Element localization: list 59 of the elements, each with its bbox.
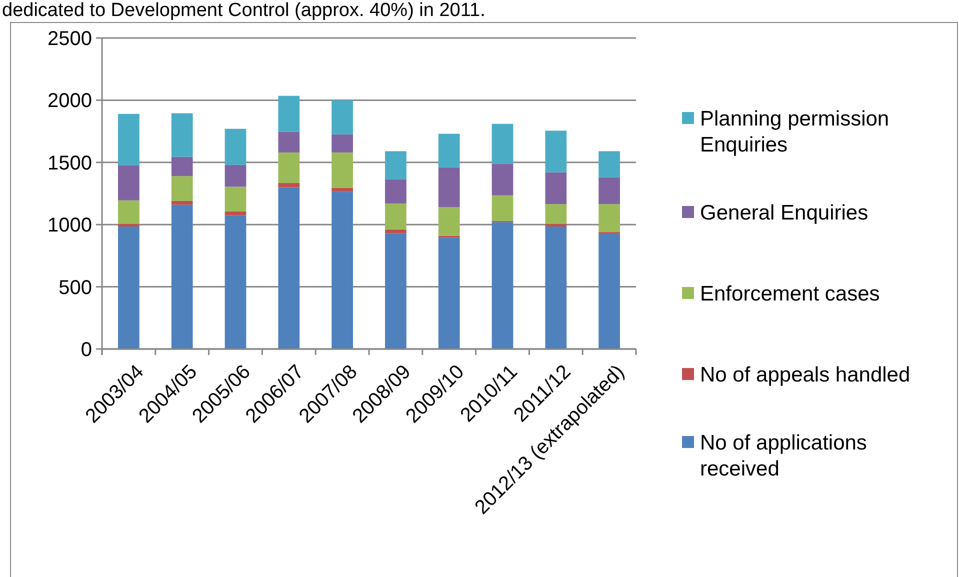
bar <box>598 177 620 204</box>
bar <box>171 204 193 349</box>
bar <box>224 128 246 165</box>
bar <box>492 124 514 164</box>
legend-label: Planning permission Enquiries <box>700 107 890 156</box>
bar <box>332 100 353 134</box>
bar <box>224 212 246 216</box>
bar <box>492 222 514 349</box>
bar <box>598 234 620 349</box>
text: dedicated to Development Control (approx. 40%) in 2011. <box>2 0 486 21</box>
bar <box>171 156 193 176</box>
y-tick-label: 500 <box>58 276 92 299</box>
bar <box>118 114 140 166</box>
bar <box>171 176 193 201</box>
bar <box>278 187 300 349</box>
bar <box>545 172 567 204</box>
bar <box>492 164 514 196</box>
bar <box>598 151 620 178</box>
y-tick-label: 2000 <box>48 90 92 112</box>
bar <box>332 188 353 192</box>
bar <box>545 224 567 226</box>
bar <box>278 132 300 152</box>
bar <box>492 195 514 221</box>
bar <box>545 130 567 172</box>
bar <box>118 200 140 224</box>
bar <box>545 226 567 349</box>
bar <box>278 96 300 132</box>
bar <box>118 166 140 200</box>
bar <box>224 186 246 212</box>
bar <box>385 151 406 180</box>
legend-label: Enforcement cases <box>700 282 880 306</box>
legend-label: No of applications received <box>700 431 867 480</box>
bar <box>545 204 567 224</box>
bar <box>438 238 460 349</box>
bar <box>118 224 140 226</box>
bar <box>171 113 193 157</box>
bar <box>385 233 406 349</box>
bar <box>385 179 406 204</box>
bar <box>332 152 353 188</box>
bar <box>224 164 246 187</box>
y-tick-label: 0 <box>80 339 92 361</box>
bar <box>438 134 460 168</box>
bar <box>118 226 140 349</box>
bar <box>438 207 460 236</box>
bar <box>332 192 353 349</box>
legend-label: General Enquiries <box>700 201 868 224</box>
bar <box>332 134 353 152</box>
bar <box>438 167 460 208</box>
bar <box>598 204 620 232</box>
bar <box>171 200 193 205</box>
bar <box>385 230 406 234</box>
legend-label: No of appeals handled <box>700 363 910 386</box>
y-tick-label: 2500 <box>48 28 92 50</box>
bar <box>224 215 246 349</box>
bar <box>278 152 300 183</box>
bar <box>278 182 300 188</box>
bar <box>385 203 406 230</box>
y-tick-label: 1000 <box>48 214 92 237</box>
y-tick-label: 1500 <box>48 152 92 174</box>
